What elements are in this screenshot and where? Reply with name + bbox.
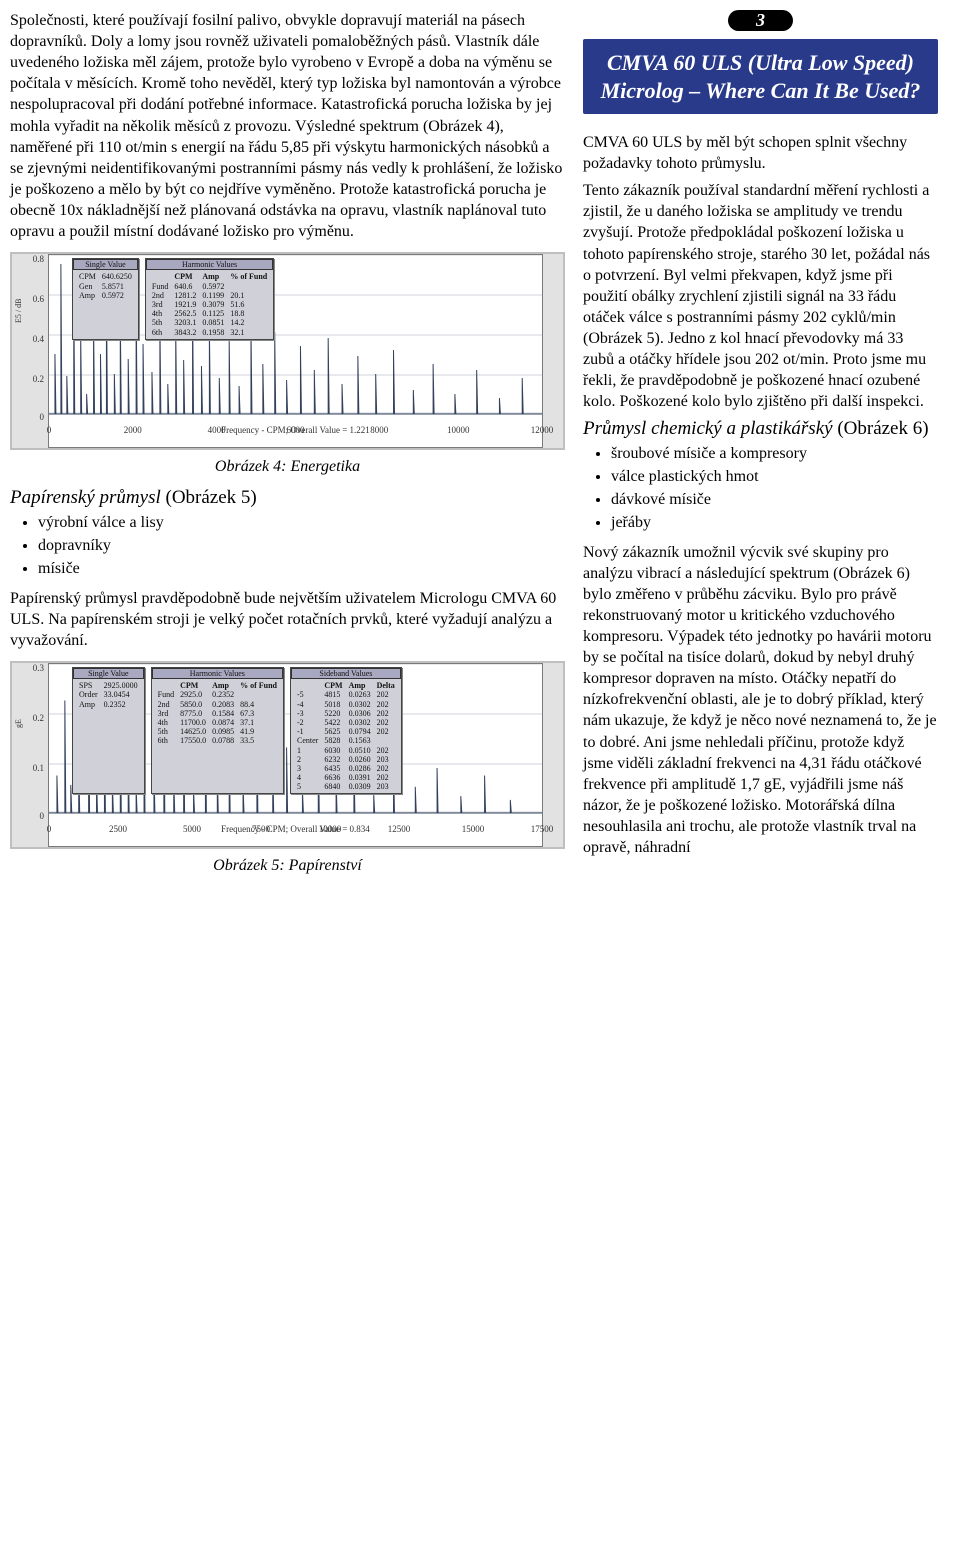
chem-heading: Průmysl chemický a plastikářský (Obrázek… [583, 418, 938, 440]
chem-para: Nový zákazník umožnil výcvik své skupiny… [583, 542, 938, 859]
fig4-single-value-panel: Single Value CPM640.6250Gen5.8571Amp0.59… [72, 258, 139, 340]
paper-bullets: výrobní válce a lisydopravníkymísiče [38, 513, 565, 579]
figure-5-caption: Obrázek 5: Papírenství [10, 855, 565, 876]
list-item: šroubové mísiče a kompresory [611, 444, 938, 465]
section-badge: 3 [728, 10, 793, 31]
list-item: dopravníky [38, 536, 565, 557]
fig5-harmonic-panel: Harmonic Values CPMAmp% of FundFund2925.… [151, 667, 284, 794]
paper-heading: Papírenský průmysl (Obrázek 5) [10, 487, 565, 509]
paper-para: Papírenský průmysl pravděpodobně bude ne… [10, 588, 565, 651]
figure-5-chart: Single Value SPS2925.0000Order33.0454Amp… [10, 661, 565, 849]
left-para-1: Společnosti, které používají fosilní pal… [10, 10, 565, 242]
fig5-single-value-panel: Single Value SPS2925.0000Order33.0454Amp… [72, 667, 145, 794]
right-para-2: Tento zákazník používal standardní měřen… [583, 180, 938, 412]
fig5-sideband-panel: Sideband Values CPMAmpDelta-548150.02632… [290, 667, 402, 794]
right-para-1: CMVA 60 ULS by měl být schopen splnit vš… [583, 132, 938, 174]
fig4-harmonic-panel: Harmonic Values CPMAmp% of FundFund640.6… [145, 258, 274, 340]
list-item: jeřáby [611, 513, 938, 534]
title-box: CMVA 60 ULS (Ultra Low Speed) Microlog –… [583, 39, 938, 114]
list-item: výrobní válce a lisy [38, 513, 565, 534]
figure-4-chart: Single Value CPM640.6250Gen5.8571Amp0.59… [10, 252, 565, 450]
list-item: dávkové mísiče [611, 490, 938, 511]
left-column: Společnosti, které používají fosilní pal… [10, 10, 565, 886]
list-item: mísiče [38, 559, 565, 580]
list-item: válce plastických hmot [611, 467, 938, 488]
chem-bullets: šroubové mísiče a kompresoryválce plasti… [611, 444, 938, 533]
figure-4-caption: Obrázek 4: Energetika [10, 456, 565, 477]
right-column: 3 CMVA 60 ULS (Ultra Low Speed) Microlog… [583, 10, 938, 886]
